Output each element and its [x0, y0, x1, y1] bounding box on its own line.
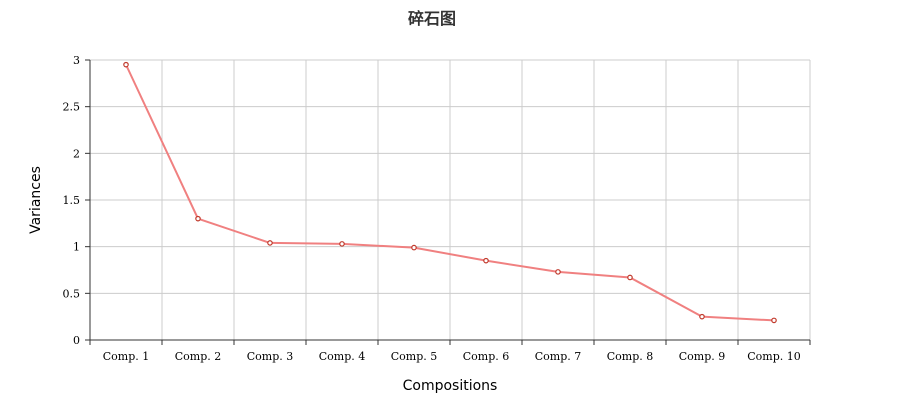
series-line — [125, 64, 775, 322]
y-tick-label: 2 — [73, 147, 80, 160]
data-point — [123, 61, 129, 68]
x-tick-label: Comp. 3 — [247, 350, 294, 363]
x-tick-label: Comp. 10 — [747, 350, 801, 363]
chart-title: 碎石图 — [408, 9, 456, 28]
data-point — [411, 244, 417, 251]
grid — [90, 59, 811, 340]
x-tick-labels: Comp. 1 Comp. 2 Comp. 3 Comp. 4 Comp. 5 Comp.… — [103, 350, 801, 363]
x-tick-label: Comp. 5 — [391, 350, 438, 363]
data-point — [699, 313, 705, 320]
x-tick-label: Comp. 2 — [175, 350, 222, 363]
data-point — [771, 317, 777, 324]
x-tick-label: Comp. 9 — [679, 350, 726, 363]
x-tick-label: Comp. 6 — [463, 350, 510, 363]
data-point — [483, 257, 489, 264]
x-tick-label: Comp. 4 — [319, 350, 366, 363]
y-tick-label: 3 — [73, 54, 80, 67]
axes — [85, 59, 811, 345]
x-axis-label: Compositions — [403, 378, 498, 394]
x-tick-label: Comp. 1 — [103, 350, 150, 363]
y-tick-label: 0.5 — [63, 287, 81, 300]
y-tick-label: 2.5 — [63, 101, 81, 114]
y-tick-label: 1 — [73, 241, 80, 254]
series — [123, 61, 777, 324]
y-tick-label: 1.5 — [63, 194, 81, 207]
y-axis-label: Variances — [28, 166, 44, 234]
y-tick-label: 0 — [73, 334, 80, 347]
data-point — [627, 274, 633, 281]
y-tick-labels: 0 0.5 1 1.5 2 2.5 3 — [63, 54, 81, 347]
data-point — [267, 240, 273, 246]
x-tick-label: Comp. 7 — [535, 350, 582, 363]
data-point — [195, 215, 201, 222]
data-point — [339, 241, 345, 247]
x-tick-label: Comp. 8 — [607, 350, 654, 363]
data-point — [555, 269, 561, 275]
